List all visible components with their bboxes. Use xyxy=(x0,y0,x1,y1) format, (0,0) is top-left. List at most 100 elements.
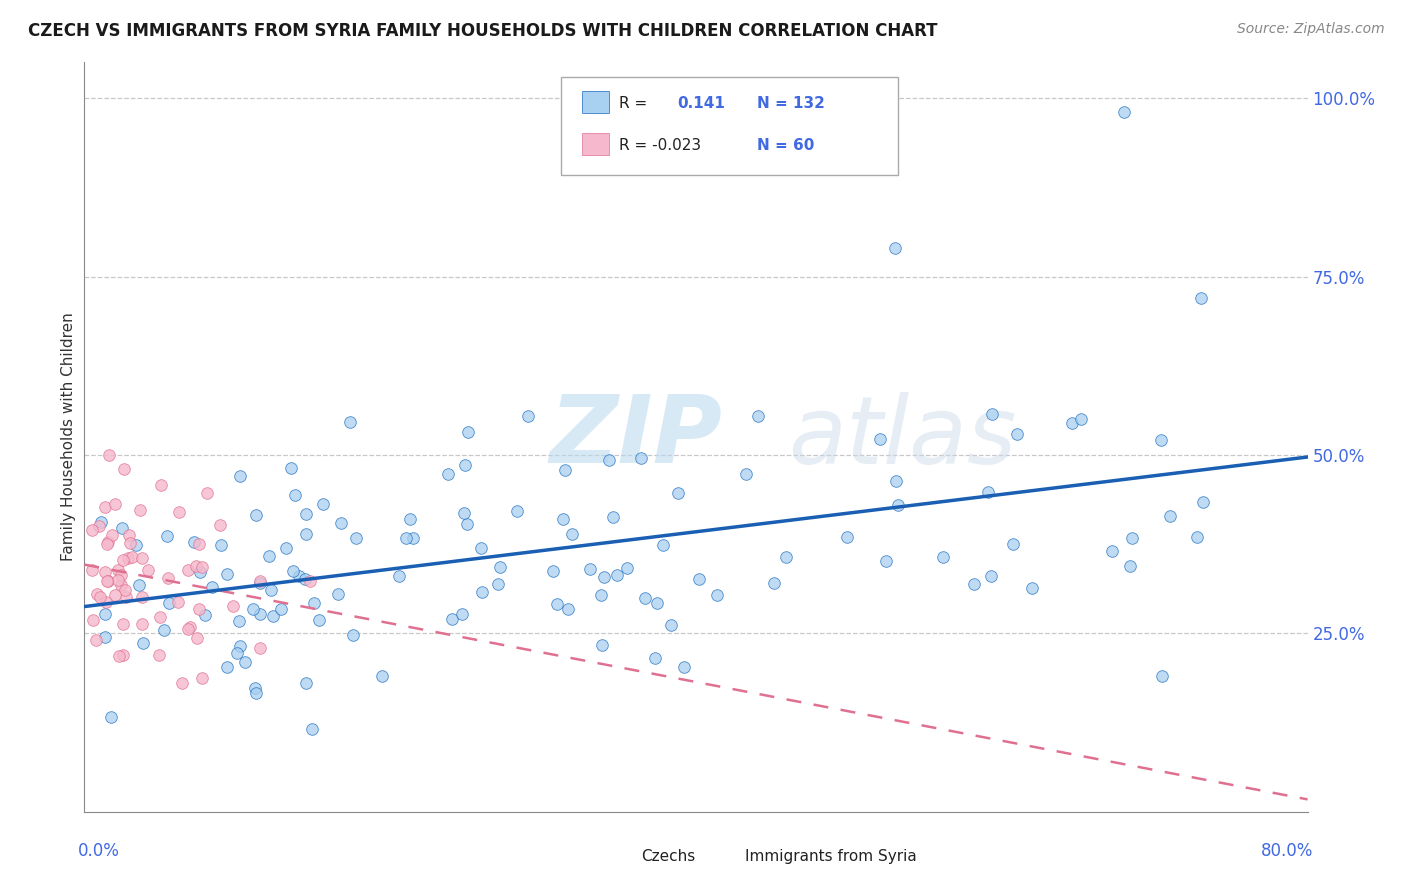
Point xyxy=(188,565,211,579)
Point xyxy=(308,613,330,627)
Point xyxy=(652,538,675,552)
Point xyxy=(644,651,666,665)
Point xyxy=(1001,537,1024,551)
Text: 0.0%: 0.0% xyxy=(79,842,120,860)
Point xyxy=(506,504,529,518)
Point xyxy=(1185,530,1208,544)
Point xyxy=(489,559,512,574)
Point xyxy=(294,573,316,587)
Point xyxy=(208,517,231,532)
Point xyxy=(97,574,120,588)
Point xyxy=(89,590,111,604)
Point xyxy=(579,562,602,576)
Point xyxy=(179,620,201,634)
Point xyxy=(183,535,205,549)
Point xyxy=(440,612,463,626)
Point xyxy=(302,596,325,610)
FancyBboxPatch shape xyxy=(582,133,609,154)
Point xyxy=(589,589,612,603)
Point xyxy=(561,527,583,541)
Text: ZIP: ZIP xyxy=(550,391,723,483)
Point xyxy=(276,541,298,555)
Point xyxy=(131,551,153,566)
Point xyxy=(1070,411,1092,425)
Point xyxy=(110,567,132,582)
Point xyxy=(217,566,239,581)
Point xyxy=(131,617,153,632)
Point xyxy=(152,624,174,638)
Point xyxy=(598,453,620,467)
Point xyxy=(243,681,266,695)
Point xyxy=(150,477,173,491)
Point xyxy=(546,598,568,612)
Point xyxy=(875,553,897,567)
Point xyxy=(602,510,624,524)
FancyBboxPatch shape xyxy=(582,91,609,112)
Point xyxy=(191,559,214,574)
Point xyxy=(287,568,309,582)
Point xyxy=(94,565,117,579)
Point xyxy=(1118,559,1140,574)
Point xyxy=(191,672,214,686)
Point xyxy=(120,536,142,550)
Point xyxy=(209,538,232,552)
Y-axis label: Family Households with Children: Family Households with Children xyxy=(60,313,76,561)
Point xyxy=(177,622,200,636)
Point xyxy=(118,528,141,542)
Point xyxy=(486,577,509,591)
Point xyxy=(84,633,107,648)
Point xyxy=(157,570,180,584)
Point xyxy=(86,587,108,601)
Point xyxy=(249,641,271,656)
Point xyxy=(112,648,135,662)
Point xyxy=(184,558,207,573)
Point xyxy=(326,587,349,601)
FancyBboxPatch shape xyxy=(616,853,636,866)
Point xyxy=(1114,105,1136,120)
Text: N = 60: N = 60 xyxy=(758,138,814,153)
Point xyxy=(963,576,986,591)
Point xyxy=(883,241,905,255)
Point xyxy=(195,486,218,500)
Point xyxy=(884,474,907,488)
Text: 80.0%: 80.0% xyxy=(1261,842,1313,860)
Point xyxy=(775,550,797,565)
Point xyxy=(132,636,155,650)
Point xyxy=(242,602,264,616)
Text: 0.141: 0.141 xyxy=(678,96,725,112)
Point xyxy=(606,567,628,582)
FancyBboxPatch shape xyxy=(561,78,898,175)
Point xyxy=(245,508,267,522)
Point xyxy=(747,409,769,423)
Point xyxy=(634,591,657,605)
Point xyxy=(229,468,252,483)
Point xyxy=(551,511,574,525)
Point xyxy=(301,722,323,736)
Point xyxy=(280,460,302,475)
Point xyxy=(977,485,1000,500)
Point xyxy=(110,578,132,592)
Point xyxy=(93,500,115,514)
Point xyxy=(148,648,170,662)
Point xyxy=(125,538,148,552)
Point xyxy=(616,560,638,574)
Point xyxy=(344,532,367,546)
Point xyxy=(104,497,127,511)
Point xyxy=(187,537,209,551)
Point xyxy=(177,563,200,577)
Point xyxy=(226,646,249,660)
Point xyxy=(233,655,256,669)
Point xyxy=(167,505,190,519)
Point xyxy=(1007,427,1029,442)
Point xyxy=(82,613,104,627)
Point xyxy=(554,462,576,476)
Point xyxy=(329,516,352,530)
Point xyxy=(763,576,786,591)
Point xyxy=(90,515,112,529)
Point xyxy=(450,607,472,621)
Point xyxy=(453,458,475,472)
Point xyxy=(1101,544,1123,558)
Point xyxy=(295,507,318,521)
Text: R = -0.023: R = -0.023 xyxy=(619,138,702,153)
Point xyxy=(108,648,131,663)
